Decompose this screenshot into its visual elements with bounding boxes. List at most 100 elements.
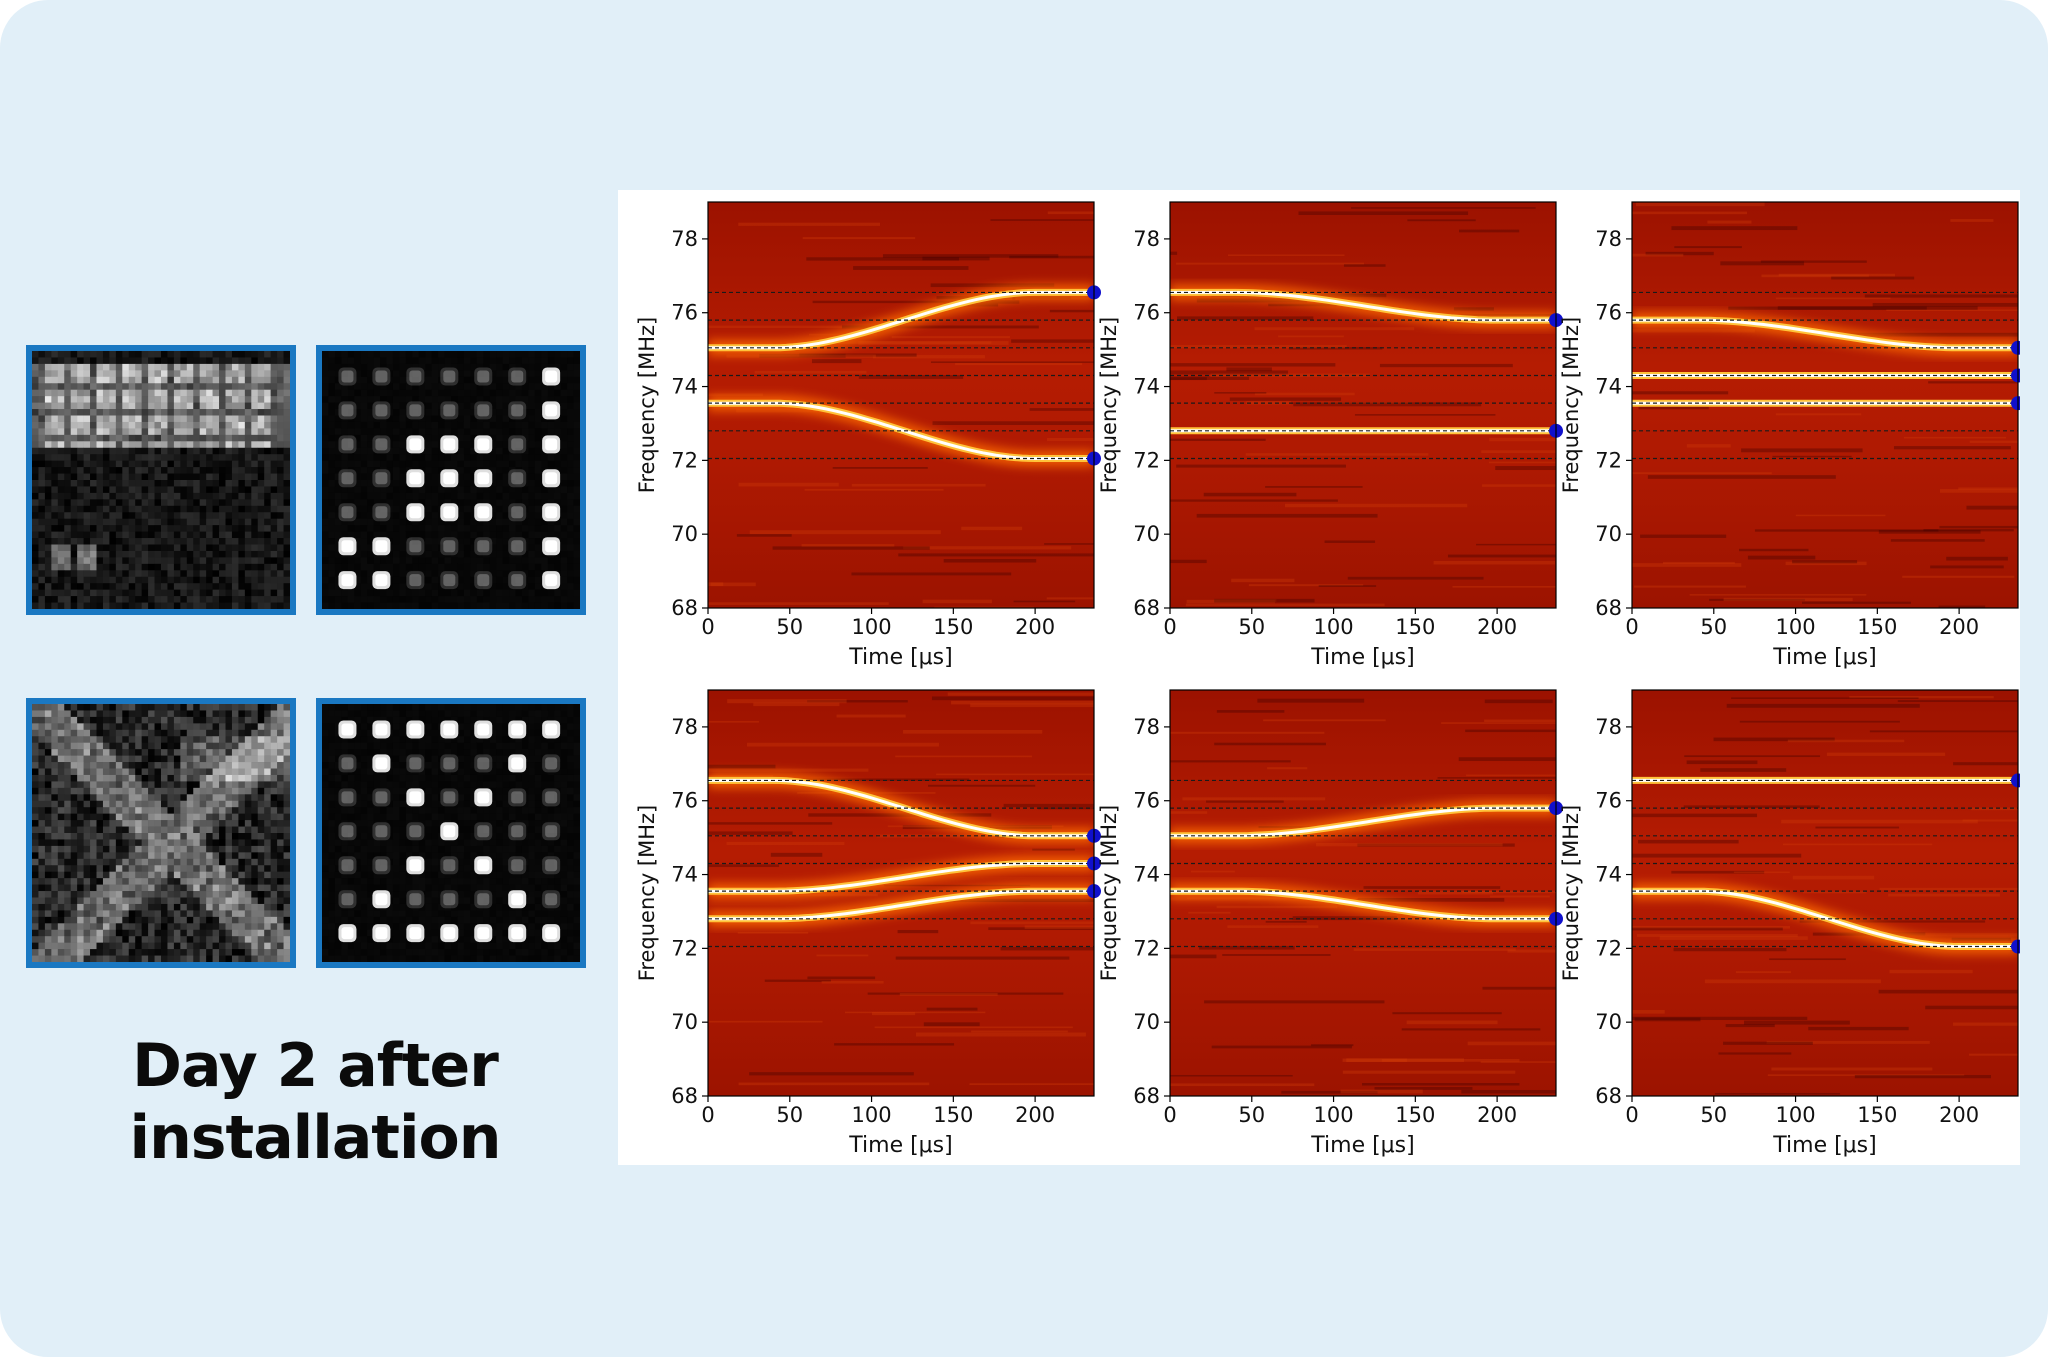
camera-pixel — [135, 742, 142, 750]
camera-pixel — [199, 570, 207, 578]
camera-pixel — [257, 794, 265, 802]
camera-pixel — [463, 480, 471, 487]
camera-pixel — [431, 550, 439, 558]
camera-pixel — [238, 710, 246, 718]
camera-pixel — [277, 845, 284, 853]
camera-pixel — [463, 441, 471, 449]
camera-pixel — [231, 415, 239, 423]
camera-pixel — [534, 447, 542, 455]
camera-pixel — [154, 910, 162, 918]
camera-pixel — [431, 351, 439, 358]
camera-pixel — [141, 884, 149, 892]
camera-pixel — [567, 602, 574, 609]
camera-pixel — [141, 774, 149, 782]
camera-pixel — [96, 762, 104, 769]
camera-pixel — [354, 492, 361, 500]
camera-pixel — [96, 800, 104, 808]
camera-pixel — [251, 447, 259, 455]
camera-pixel — [32, 409, 39, 416]
camera-pixel — [470, 512, 478, 519]
camera-image-top-right — [316, 345, 586, 615]
camera-pixel — [38, 518, 46, 526]
camera-pixel — [212, 865, 220, 872]
camera-pixel — [328, 363, 336, 371]
camera-pixel — [270, 929, 278, 937]
camera-pixel — [347, 512, 355, 519]
camera-pixel — [264, 716, 271, 724]
camera-pixel — [251, 774, 259, 782]
camera-pixel — [322, 710, 329, 718]
camera-pixel — [180, 936, 188, 943]
camera-pixel — [102, 852, 110, 860]
camera-pixel — [193, 710, 200, 718]
camera-pixel — [451, 538, 458, 545]
camera-pixel — [141, 518, 149, 526]
camera-pixel — [373, 557, 381, 565]
camera-pixel — [225, 710, 233, 718]
camera-pixel — [122, 428, 130, 436]
camera-pixel — [257, 351, 265, 358]
camera-pixel — [32, 447, 39, 455]
camera-pixel — [167, 505, 175, 513]
camera-pixel — [528, 544, 536, 552]
camera-pixel — [141, 434, 149, 442]
camera-pixel — [231, 923, 239, 931]
camera-pixel — [57, 441, 65, 449]
camera-pixel — [264, 878, 271, 885]
camera-pixel — [70, 492, 78, 500]
camera-pixel — [51, 357, 59, 365]
camera-pixel — [328, 421, 336, 429]
camera-pixel — [115, 710, 123, 718]
camera-pixel — [238, 858, 246, 866]
camera-pixel — [64, 749, 71, 756]
camera-pixel — [341, 467, 349, 474]
camera-pixel — [283, 531, 290, 539]
camera-pixel — [502, 538, 510, 545]
camera-pixel — [560, 557, 568, 565]
camera-pixel — [470, 351, 478, 358]
camera-pixel — [161, 460, 168, 468]
camera-pixel — [277, 723, 284, 731]
camera-pixel — [173, 865, 181, 872]
camera-pixel — [90, 499, 97, 507]
camera-pixel — [257, 505, 265, 513]
camera-pixel — [90, 363, 97, 371]
camera-pixel — [206, 602, 213, 609]
camera-pixel — [212, 929, 220, 937]
camera-pixel — [244, 583, 252, 590]
camera-pixel — [283, 787, 290, 795]
camera-pixel — [199, 781, 207, 789]
camera-pixel — [270, 852, 278, 860]
camera-pixel — [102, 768, 110, 776]
camera-pixel — [573, 589, 580, 597]
camera-pixel — [109, 583, 117, 590]
camera-pixel — [502, 704, 510, 711]
camera-pixel — [231, 512, 239, 519]
camera-pixel — [463, 589, 471, 597]
camera-pixel — [70, 557, 78, 565]
camera-pixel — [57, 781, 65, 789]
camera-pixel — [109, 942, 117, 950]
camera-pixel — [51, 409, 59, 416]
camera-pixel — [392, 460, 400, 468]
camera-pixel — [567, 454, 574, 461]
camera-pixel — [386, 583, 394, 590]
camera-pixel — [51, 852, 59, 860]
camera-pixel — [567, 415, 574, 423]
camera-pixel — [83, 897, 91, 905]
camera-pixel — [521, 710, 529, 718]
camera-pixel — [96, 518, 104, 526]
camera-pixel — [334, 460, 342, 468]
camera-pixel — [193, 531, 200, 539]
camera-pixel — [128, 531, 136, 539]
camera-pixel — [521, 557, 529, 565]
camera-pixel — [386, 441, 394, 449]
camera-pixel — [431, 538, 439, 545]
camera-pixel — [32, 486, 39, 494]
camera-pixel — [38, 441, 46, 449]
camera-pixel — [496, 531, 503, 539]
camera-pixel — [238, 370, 246, 378]
camera-pixel — [457, 531, 465, 539]
camera-pixel — [141, 807, 149, 814]
camera-pixel — [57, 557, 65, 565]
